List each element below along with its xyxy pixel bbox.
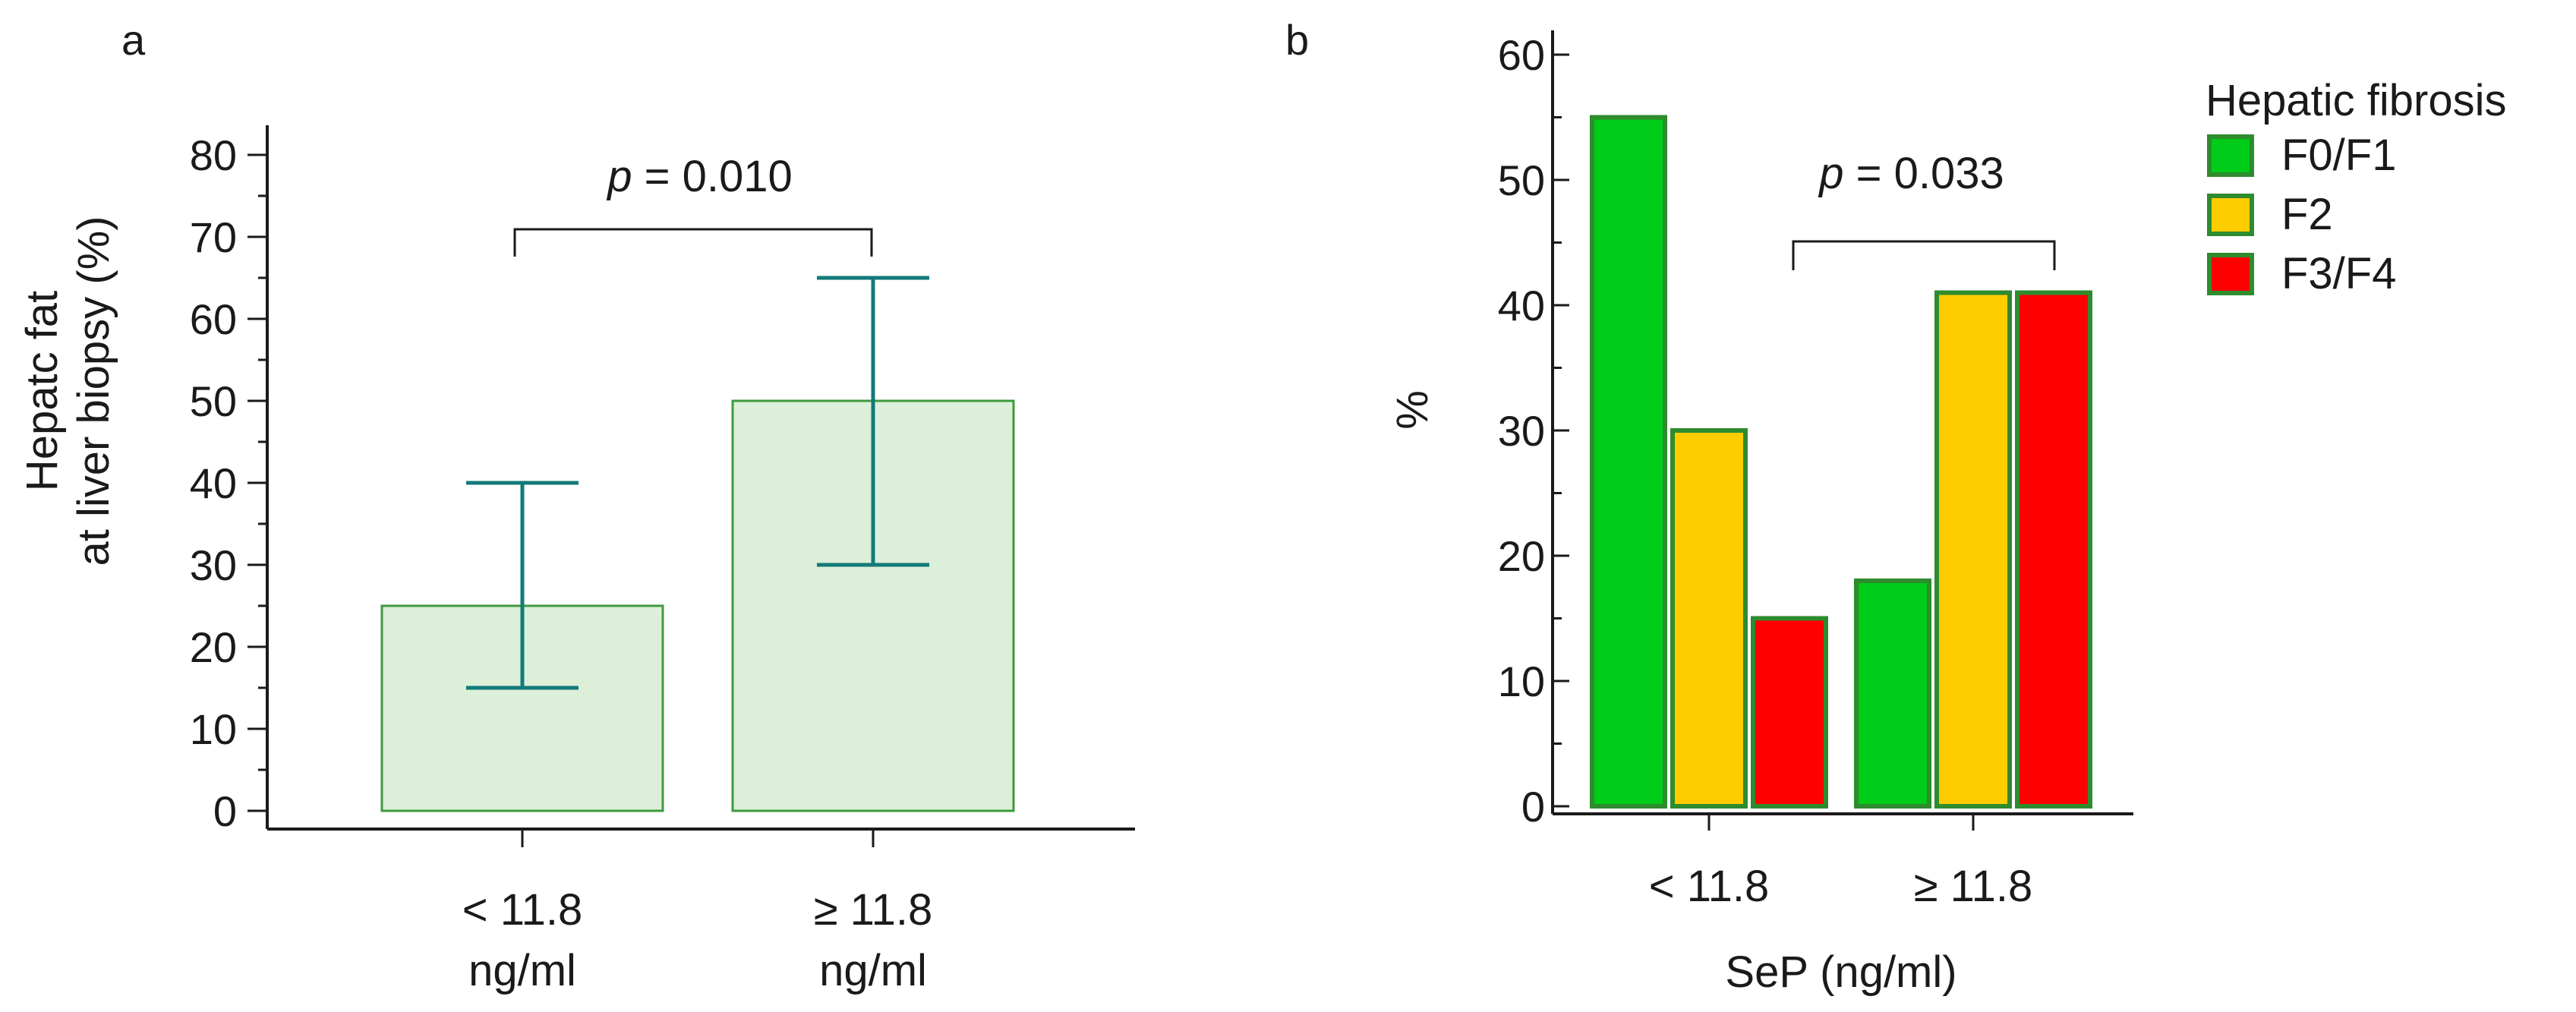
panel-a-y-axis-label-line: Hepatc fat [17,291,67,491]
panel-b-bar [1670,428,1748,809]
legend-item: F3/F4 [2207,249,2397,298]
panel-b-letter: b [1285,16,1309,64]
panel-a-error-bar [466,481,579,690]
panel-b-significance-bracket [1792,240,2056,270]
panel-a-y-tick-label: 0 [213,787,237,835]
panel-a-y-tick-label: 40 [190,459,237,507]
panel-b-p-value: p = 0.033 [1818,149,2004,198]
panel-a-y-tick-label: 20 [190,623,237,671]
panel-b-y-tick-label: 50 [1498,156,1545,204]
legend-label: F3/F4 [2281,249,2397,298]
panel-b-y-tick-label: 10 [1498,657,1545,705]
panel-a-x-tick-label: < 11.8 [462,885,583,935]
panel-a-y-tick-label: 50 [190,377,237,425]
panel-a-y-tick-label: 10 [190,705,237,753]
panel-a-y-tick-label: 70 [190,213,237,261]
panel-a-x-tick-label-unit: ng/ml [819,946,927,995]
panel-a-y-axis-label-line: at liver biopsy (%) [69,216,118,566]
legend-swatch [2207,134,2254,177]
panel-b-y-tick-label: 40 [1498,282,1545,329]
panel-b-bar [1934,290,2012,809]
panel-a-p-value: p = 0.010 [606,152,793,201]
panel-b-bar [2015,290,2092,809]
legend-label: F2 [2281,190,2333,239]
legend-item: F2 [2207,190,2333,239]
panel-b-x-tick-label: < 11.8 [1649,862,1770,911]
panel-a-y-tick-label: 80 [190,131,237,179]
panel-b-y-tick-label: 0 [1521,783,1545,831]
panel-b-y-tick-label: 20 [1498,532,1545,580]
panel-b-x-tick-label: ≥ 11.8 [1914,862,2033,911]
panel-b-bar [1590,115,1667,809]
legend-title: Hepatic fibrosis [2206,76,2506,125]
panel-a-y-tick-label: 60 [190,295,237,343]
legend-item: F0/F1 [2207,131,2397,180]
panel-a-chart: Hepatc fat at liver biopsy (%) 0 10 20 30 40 5… [17,125,1135,995]
panel-b-y-axis-label: % [1388,390,1437,430]
panel-a-x-tick-label: ≥ 11.8 [814,885,933,935]
panel-a-x-tick-label-unit: ng/ml [468,946,576,995]
panel-b-bar [1751,616,1828,809]
legend-label: F0/F1 [2281,131,2397,180]
legend-swatch [2207,194,2254,236]
panel-b-bar [1854,579,1931,809]
panel-b-legend: Hepatic fibrosis F0/F1 F2 F3/F4 [2206,76,2506,298]
panel-b-y-tick-label: 60 [1498,31,1545,79]
panel-b-x-axis-label: SeP (ng/ml) [1725,947,1956,997]
panel-a-letter: a [121,16,146,64]
panel-a-significance-bracket [513,228,873,257]
panel-b-y-tick-label: 30 [1498,407,1545,455]
panel-a-y-tick-label: 30 [190,541,237,589]
panel-a-y-axis-label: Hepatc fat at liver biopsy (%) [17,216,118,566]
panel-a-error-bar [817,276,929,567]
legend-swatch [2207,253,2254,295]
panel-b-chart: % 0 10 20 30 40 50 60 < 11.8 ≥ 11.8 SeP (ng/ml)… [1388,30,2506,997]
